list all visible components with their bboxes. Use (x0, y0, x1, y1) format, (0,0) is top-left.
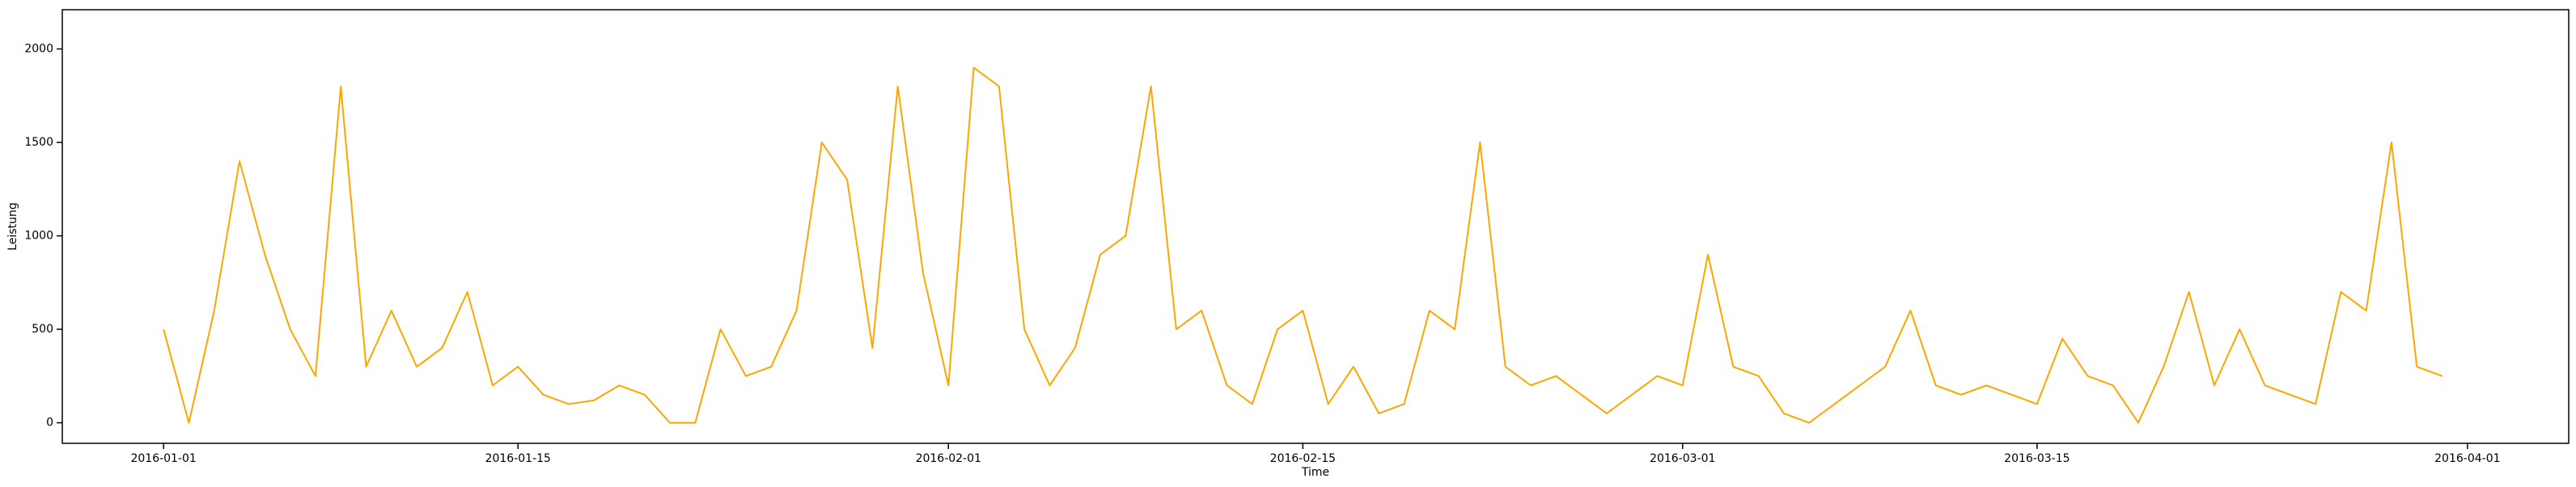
x-tick-label: 2016-01-15 (485, 452, 551, 465)
y-tick-label: 0 (46, 417, 53, 430)
x-tick-label: 2016-02-15 (1270, 452, 1336, 465)
x-tick-label: 2016-03-01 (1650, 452, 1715, 465)
y-tick-label: 1500 (24, 136, 53, 149)
data-line (163, 66, 2443, 424)
y-tick-label: 2000 (24, 43, 53, 56)
x-tick-label: 2016-01-01 (130, 452, 196, 465)
x-axis-label: Time (1301, 466, 1329, 479)
y-tick-label: 500 (32, 323, 53, 336)
y-axis-label: Leistung (6, 202, 19, 250)
x-tick-label: 2016-04-01 (2434, 452, 2500, 465)
x-tick-label: 2016-03-15 (2004, 452, 2070, 465)
y-tick-label: 1000 (24, 230, 53, 243)
x-tick-label: 2016-02-01 (916, 452, 981, 465)
plot-frame (61, 9, 2570, 444)
